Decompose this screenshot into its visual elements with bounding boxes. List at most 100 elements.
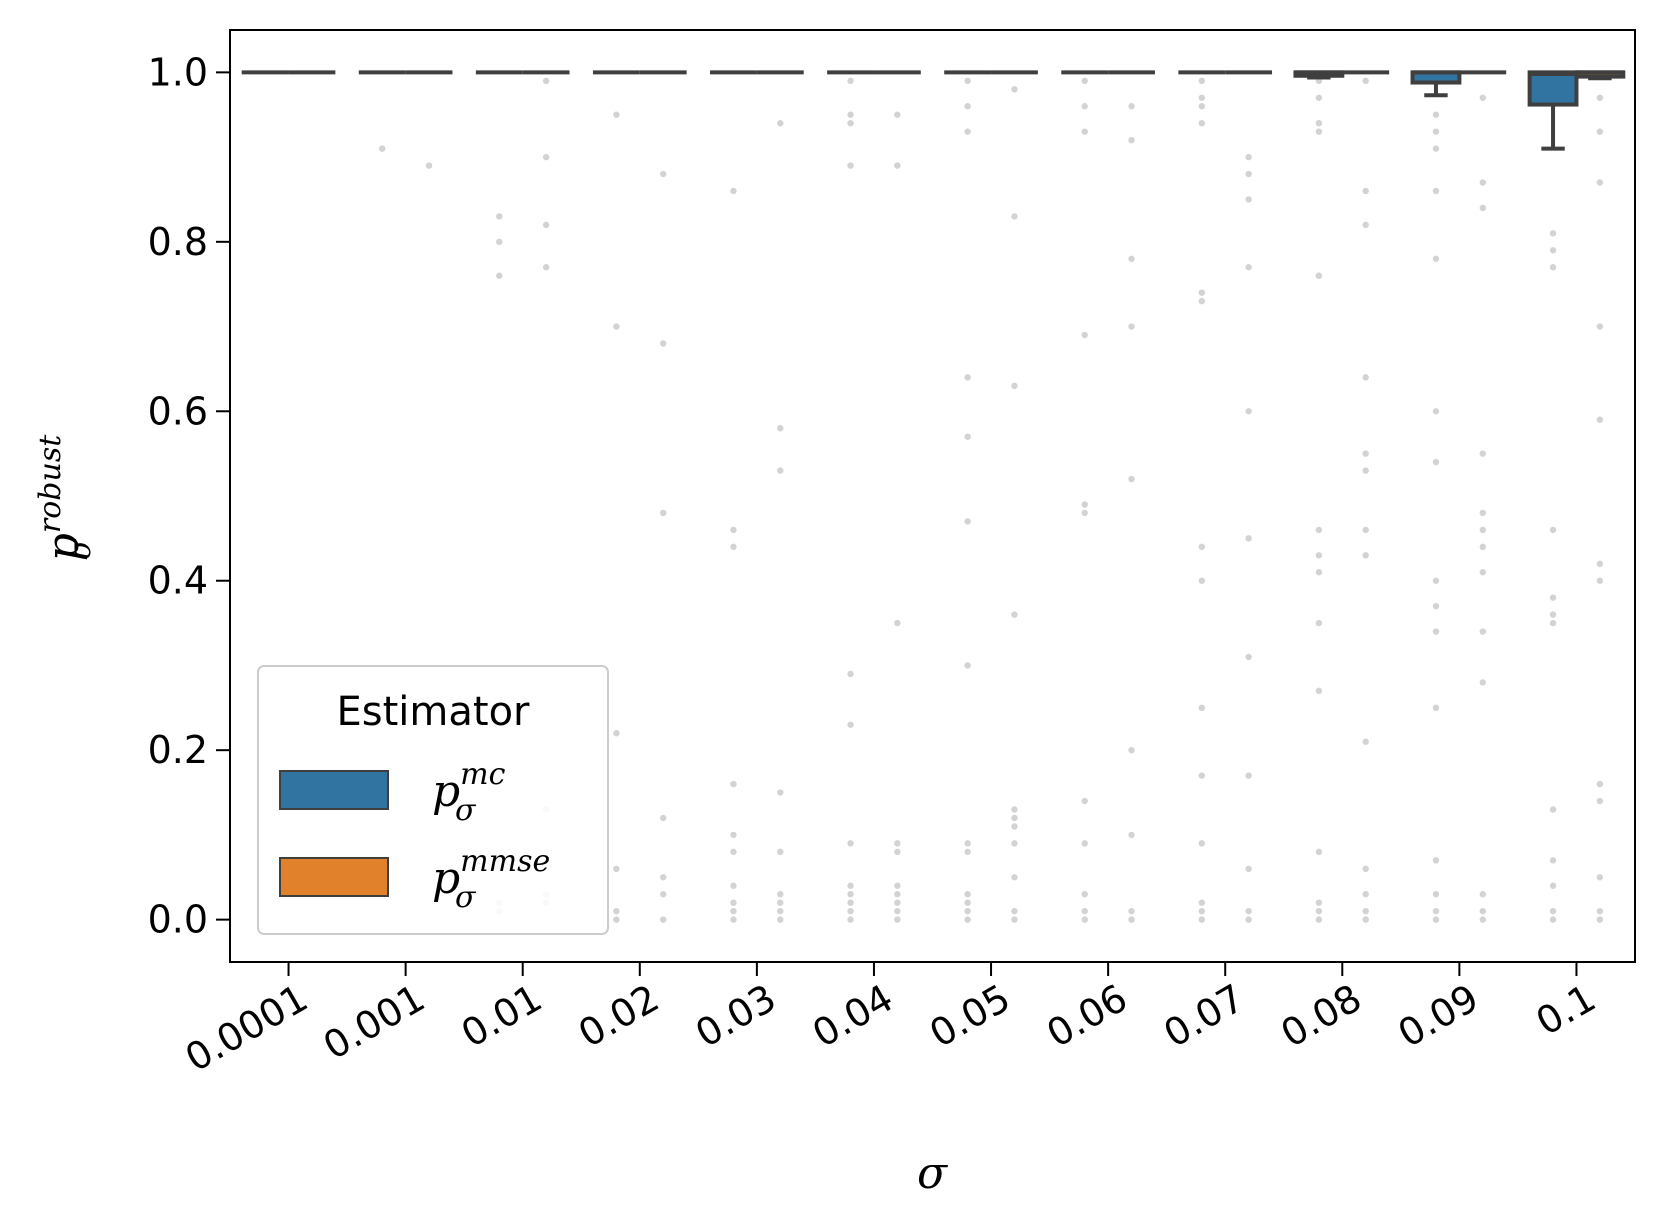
x-tick-label: 0.0001 (178, 976, 315, 1081)
x-tick-label: 0.03 (688, 976, 783, 1056)
outlier-point-mc (730, 780, 737, 788)
outlier-point-mc (964, 662, 971, 669)
outlier-point-mc (847, 670, 854, 678)
legend-swatch-mc (279, 770, 389, 810)
x-tick-label: 0.01 (454, 976, 549, 1056)
outlier-point-mmse (1245, 653, 1252, 661)
outlier-point-mc (613, 730, 620, 737)
outlier-point-mc (964, 103, 971, 110)
outlier-point-mmse (660, 874, 667, 881)
outlier-point-mc (379, 145, 386, 152)
outlier-point-mc (1432, 907, 1440, 915)
y-axis-title-superscript: robust (33, 434, 68, 533)
outlier-point-mc (1081, 128, 1088, 135)
outlier-point-mmse (1011, 840, 1018, 847)
outlier-point-mc (1432, 111, 1440, 118)
outlier-point-mc (1315, 916, 1323, 923)
outlier-point-mmse (1479, 907, 1486, 915)
outlier-point-mc (1198, 543, 1205, 551)
outlier-point-mmse (1245, 916, 1252, 923)
outlier-point-mc (1081, 907, 1088, 915)
outlier-point-mmse (777, 425, 784, 432)
outlier-point-mc (847, 840, 854, 847)
outlier-point-mmse (1596, 179, 1604, 186)
outlier-point-mmse (1362, 907, 1369, 915)
outlier-point-mmse (1245, 772, 1252, 779)
outlier-point-mmse (894, 840, 901, 847)
outlier-point-mc (1549, 264, 1557, 271)
outlier-point-mmse (1362, 374, 1369, 381)
outlier-point-mc (1081, 797, 1088, 805)
outlier-point-mc (1432, 408, 1440, 415)
outlier-point-mmse (1479, 526, 1486, 534)
outlier-point-mmse (1128, 103, 1135, 110)
outlier-point-mc (1198, 907, 1205, 915)
x-tick-label: 0.06 (1039, 976, 1134, 1056)
svg-text:probust: probust (33, 434, 89, 561)
outlier-point-mmse (1011, 874, 1018, 881)
legend-label-mc: pmc (432, 757, 506, 817)
outlier-point-mmse (894, 882, 901, 889)
y-tick-label: 0.2 (148, 728, 208, 772)
outlier-point-mmse (1011, 611, 1018, 618)
outlier-point-mc (1432, 577, 1440, 584)
outlier-point-mc (1315, 552, 1323, 559)
outlier-point-mc (1198, 772, 1205, 779)
outlier-point-mc (847, 721, 854, 728)
outlier-point-mc (964, 899, 971, 906)
outlier-point-mmse (1479, 679, 1486, 686)
outlier-point-mc (1432, 704, 1440, 712)
outlier-point-mc (1315, 899, 1323, 906)
x-tick-label: 0.07 (1156, 976, 1251, 1056)
outlier-point-mc (964, 433, 971, 440)
outlier-point-mmse (1596, 797, 1604, 805)
outlier-point-mmse (777, 907, 784, 915)
outlier-point-mc (847, 77, 854, 85)
outlier-point-mmse (1128, 907, 1135, 915)
outlier-point-mmse (1128, 831, 1135, 839)
outlier-point-mmse (1596, 94, 1604, 101)
outlier-point-mc (1549, 526, 1557, 534)
outlier-point-mmse (1362, 891, 1369, 898)
outlier-point-mmse (1479, 543, 1486, 551)
outlier-point-mmse (1245, 264, 1252, 271)
outlier-point-mc (1081, 891, 1088, 898)
y-axis-title-subscript: σ (63, 538, 98, 560)
outlier-point-mc (1081, 509, 1088, 517)
x-axis: 0.0001 0.001 0.01 0.02 0.03 0.04 0.05 0.06 0.07 0… (178, 962, 1603, 1080)
y-tick-label: 0.8 (148, 220, 208, 264)
outlier-point-mc (1549, 247, 1557, 254)
outlier-point-mc (964, 848, 971, 856)
outlier-point-mmse (777, 916, 784, 923)
outlier-point-mmse (542, 77, 550, 85)
outlier-point-mc (1549, 857, 1557, 864)
outlier-point-mc (730, 543, 737, 551)
outlier-point-mc (847, 899, 854, 906)
outlier-point-mmse (894, 848, 901, 856)
outlier-point-mc (1432, 602, 1440, 610)
outlier-point-mc (1198, 899, 1205, 906)
outlier-point-mmse (1596, 560, 1604, 567)
outlier-point-mmse (1128, 136, 1135, 144)
x-tick-label: 0.05 (922, 976, 1017, 1056)
outlier-point-mmse (660, 891, 667, 898)
x-tick-label: 0.1 (1529, 976, 1603, 1044)
outlier-point-mc (964, 128, 971, 135)
outlier-point-mc (730, 916, 737, 923)
outlier-point-mmse (1362, 450, 1369, 457)
legend-label-mmse: pmmse (432, 844, 550, 904)
outlier-point-mc (1432, 187, 1440, 195)
outlier-point-mmse (1479, 891, 1486, 898)
outlier-point-mmse (1479, 450, 1486, 457)
outlier-point-mc (1432, 628, 1440, 635)
outlier-point-mmse (1128, 255, 1135, 262)
outlier-point-mc (847, 162, 854, 169)
y-tick-label: 0.4 (148, 559, 208, 603)
outlier-point-mc (496, 272, 503, 279)
box-mc (1527, 70, 1579, 107)
outlier-point-mc (1198, 289, 1205, 296)
outlier-point-mmse (1011, 916, 1018, 923)
outlier-point-mc (1315, 687, 1323, 695)
outlier-point-mmse (1128, 916, 1135, 923)
